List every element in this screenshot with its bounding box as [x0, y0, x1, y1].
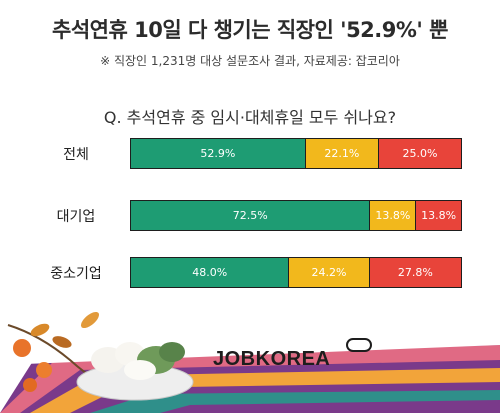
data-label: 25.0% — [402, 147, 438, 160]
persimmon-icon — [13, 339, 31, 357]
persimmon-icon — [23, 378, 37, 392]
data-label: 48.0% — [192, 266, 228, 279]
bar-row: 48.0% 24.2% 27.8% — [130, 257, 462, 288]
tablecloth-stripe — [90, 390, 500, 413]
chuseok-table-decoration — [0, 290, 500, 413]
leaf-icon — [80, 311, 100, 329]
category-label: 중소기업 — [50, 266, 102, 282]
bar-segment: 27.8% — [368, 257, 462, 288]
category-label: 대기업 — [56, 209, 96, 225]
bar-segment: 24.2% — [288, 257, 370, 288]
bar-row: 72.5% 13.8% 13.8% — [130, 200, 462, 231]
data-label: 72.5% — [232, 209, 268, 222]
bar-segment: 72.5% — [130, 200, 371, 231]
songpyeon-icon — [159, 342, 185, 362]
bar-segment: 13.8% — [415, 200, 462, 231]
bar-segment: 52.9% — [130, 138, 306, 169]
songpyeon-icon — [124, 360, 156, 380]
jobkorea-logo: JOBKOREA — [213, 348, 331, 370]
bar-row: 52.9% 22.1% 25.0% — [130, 138, 462, 169]
data-label: 27.8% — [397, 266, 433, 279]
background-mask — [0, 290, 500, 330]
leaf-icon — [30, 323, 50, 337]
data-label: 22.1% — [324, 147, 360, 160]
bar-segment: 48.0% — [130, 257, 290, 288]
page-title: 추석연휴 10일 다 챙기는 직장인 '52.9%' 뿐 — [52, 18, 448, 42]
bar-segment: 13.8% — [369, 200, 417, 231]
bar-segment: 25.0% — [377, 138, 462, 169]
data-label: 13.8% — [375, 209, 411, 222]
leaf-icon — [52, 336, 72, 348]
data-label: 52.9% — [200, 147, 236, 160]
chart-title: Q. 추석연휴 중 임시·대체휴일 모두 쉬나요? — [103, 108, 397, 127]
data-label: 24.2% — [311, 266, 347, 279]
data-label: 13.8% — [421, 209, 457, 222]
persimmon-icon — [36, 362, 52, 378]
logo-ring-icon — [346, 338, 372, 352]
category-label: 전체 — [63, 147, 89, 163]
survey-source-note: ※ 직장인 1,231명 대상 설문조사 결과, 자료제공: 잡코리아 — [100, 54, 400, 68]
bar-segment: 22.1% — [304, 138, 379, 169]
